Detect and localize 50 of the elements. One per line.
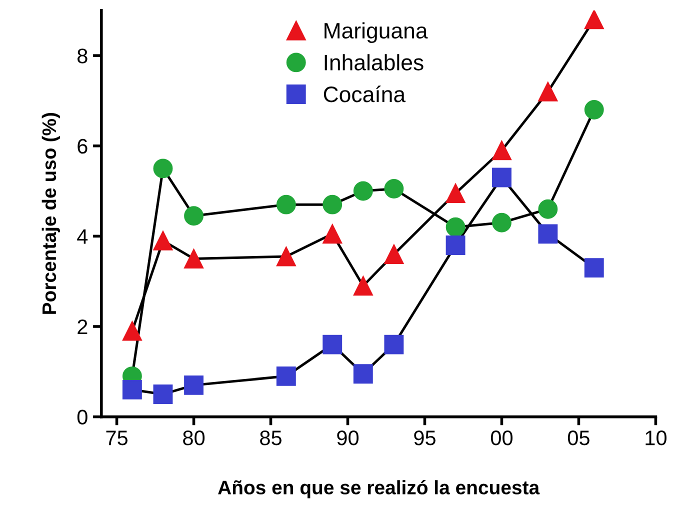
- point: [492, 168, 512, 188]
- point: [492, 212, 512, 232]
- point: [153, 158, 173, 178]
- legend-label: Cocaína: [324, 86, 406, 102]
- x-tick-label: 95: [414, 430, 436, 446]
- point: [276, 246, 296, 266]
- point: [353, 276, 373, 296]
- y-tick-label: 4: [77, 229, 88, 244]
- point: [353, 364, 373, 384]
- x-tick-label: 05: [568, 430, 590, 446]
- point: [584, 100, 604, 120]
- point: [153, 384, 173, 404]
- x-tick-label: 85: [260, 430, 282, 446]
- point: [446, 184, 466, 204]
- point: [276, 366, 296, 386]
- point: [492, 140, 512, 160]
- x-axis-title: Años en que se realizó la encuesta: [218, 480, 540, 498]
- point: [184, 375, 204, 395]
- y-axis-title: Porcentaje de uso (%): [42, 113, 60, 314]
- x-tick-label: 90: [337, 430, 359, 446]
- point: [446, 235, 466, 255]
- point: [538, 82, 558, 102]
- point: [184, 206, 204, 226]
- legend-label: Inhalables: [324, 54, 424, 70]
- point: [322, 194, 342, 214]
- point: [538, 199, 558, 219]
- y-tick-label: 2: [78, 319, 88, 334]
- x-tick-label: 75: [106, 430, 128, 446]
- point: [446, 217, 466, 237]
- point: [122, 321, 142, 341]
- legend-label: Mariguana: [324, 22, 428, 44]
- point: [184, 249, 204, 268]
- point: [384, 244, 404, 264]
- y-tick-label: 6: [78, 138, 88, 154]
- point: [122, 380, 142, 400]
- x-tick-label: 80: [183, 430, 205, 446]
- point: [153, 230, 173, 250]
- point: [276, 194, 296, 214]
- y-tick-label: 8: [78, 48, 88, 64]
- point: [322, 334, 342, 354]
- point: [538, 224, 558, 244]
- point: [384, 179, 404, 198]
- point: [584, 258, 604, 278]
- y-tick-label: 0: [77, 410, 88, 425]
- point: [353, 181, 373, 201]
- point: [584, 10, 604, 30]
- point: [322, 224, 342, 244]
- x-tick-label: 00: [490, 430, 513, 446]
- point: [384, 334, 404, 354]
- x-tick-label: 10: [646, 430, 666, 446]
